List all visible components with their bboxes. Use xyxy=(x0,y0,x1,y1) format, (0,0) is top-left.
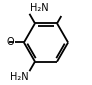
Text: H₂N: H₂N xyxy=(10,72,29,82)
Text: O: O xyxy=(7,37,14,48)
Text: H₂N: H₂N xyxy=(30,3,49,13)
